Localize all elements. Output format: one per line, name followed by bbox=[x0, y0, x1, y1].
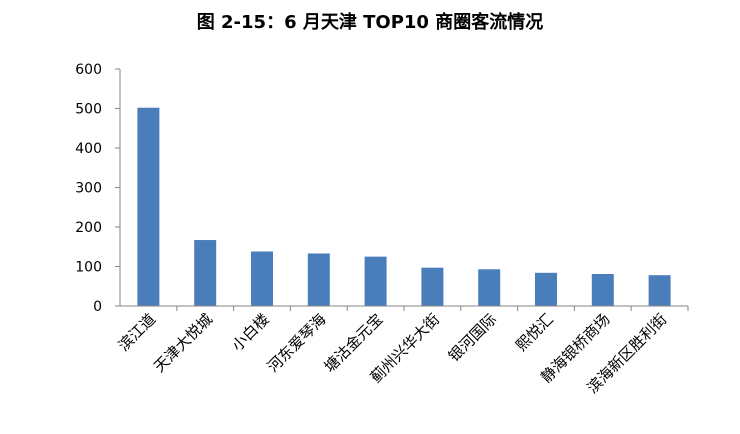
x-category-label: 银河国际 bbox=[445, 310, 500, 365]
y-tick-label: 600 bbox=[75, 62, 102, 78]
x-category-label: 熙悦汇 bbox=[512, 310, 557, 355]
bar bbox=[251, 251, 273, 306]
y-tick-label: 400 bbox=[75, 141, 102, 157]
y-tick-label: 500 bbox=[75, 102, 102, 118]
x-category-label: 河东爱琴海 bbox=[264, 310, 330, 376]
x-category-label: 天津大悦城 bbox=[150, 310, 216, 376]
bar bbox=[535, 272, 557, 306]
bars bbox=[137, 107, 671, 307]
y-tick-label: 0 bbox=[93, 299, 102, 315]
chart-title: 图 2-15：6 月天津 TOP10 商圈客流情况 bbox=[196, 12, 544, 33]
y-axis: 0 100 200 300 400 500 600 bbox=[75, 62, 121, 315]
x-category-label: 小白楼 bbox=[228, 310, 273, 355]
bar bbox=[137, 107, 160, 307]
bar bbox=[648, 275, 671, 306]
bar bbox=[194, 240, 217, 306]
bar bbox=[478, 269, 501, 306]
y-tick-label: 100 bbox=[75, 260, 102, 276]
y-tick-label: 200 bbox=[75, 220, 102, 236]
bar bbox=[421, 267, 444, 306]
bar bbox=[364, 256, 387, 306]
x-category-label: 滨江道 bbox=[115, 310, 160, 355]
bar bbox=[591, 274, 614, 306]
y-tick-label: 300 bbox=[75, 181, 102, 197]
bar bbox=[307, 253, 330, 306]
